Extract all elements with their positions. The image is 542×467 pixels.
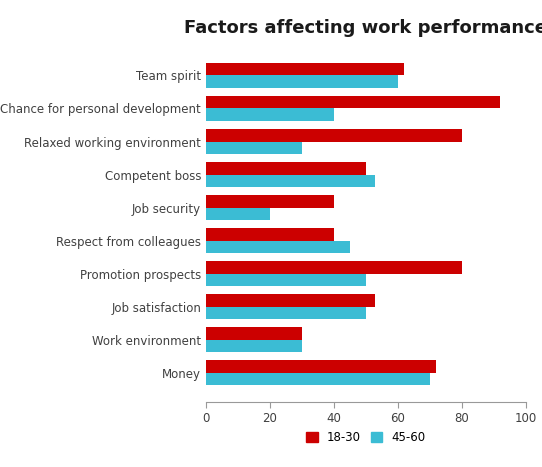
Bar: [206, 75, 398, 88]
Bar: [206, 307, 366, 319]
Bar: [206, 175, 376, 187]
Bar: [206, 228, 334, 241]
Bar: [206, 294, 376, 307]
Bar: [206, 63, 404, 75]
Bar: [206, 96, 500, 108]
Bar: [206, 373, 430, 385]
Bar: [206, 129, 462, 142]
Bar: [206, 241, 350, 253]
Bar: [206, 195, 334, 208]
Bar: [206, 261, 462, 274]
Bar: [206, 208, 270, 220]
Bar: [206, 274, 366, 286]
Bar: [206, 108, 334, 121]
Bar: [206, 327, 302, 340]
Bar: [206, 162, 366, 175]
Legend: 18-30, 45-60: 18-30, 45-60: [301, 426, 430, 449]
Bar: [206, 361, 436, 373]
Bar: [206, 142, 302, 154]
Bar: [206, 340, 302, 353]
Title: Factors affecting work performance: Factors affecting work performance: [184, 19, 542, 37]
